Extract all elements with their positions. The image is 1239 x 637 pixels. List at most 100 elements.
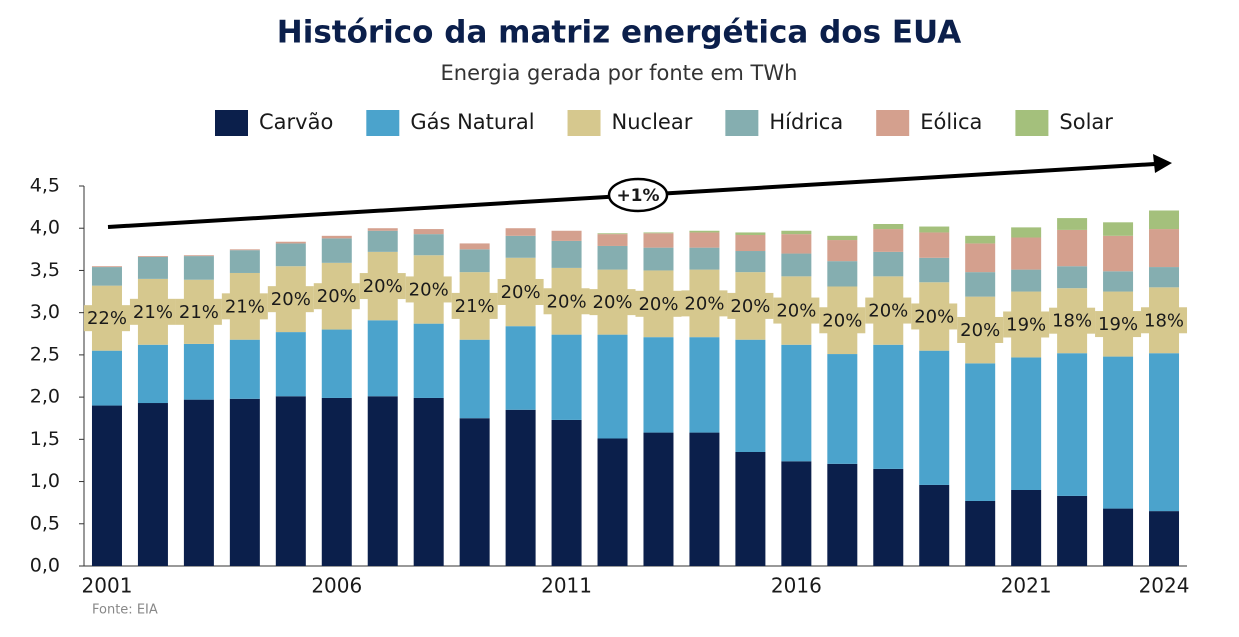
bar-segment [781, 234, 812, 254]
share-label-bg [267, 286, 314, 313]
chart-title: Histórico da matriz energética dos EUA [277, 15, 961, 51]
bar-segment [367, 320, 398, 397]
bar-segment [459, 249, 490, 273]
bar-segment [229, 398, 260, 566]
bar-segment [91, 266, 122, 268]
share-label-bg [773, 297, 820, 324]
bar-segment [1057, 495, 1088, 566]
share-label: 18% [1144, 310, 1184, 331]
arrow-head [1153, 154, 1172, 173]
legend-swatch [366, 110, 400, 136]
y-tick-label: 3,0 [30, 301, 60, 323]
bar-segment [643, 233, 674, 248]
y-tick-label: 2,0 [30, 386, 60, 408]
bar-segment [1103, 235, 1134, 272]
share-label: 20% [317, 286, 357, 307]
bar-segment [597, 438, 628, 566]
bar-segment [229, 339, 260, 399]
bar-segment [1149, 353, 1180, 512]
share-label: 20% [547, 291, 587, 312]
bar-segment [137, 344, 168, 404]
bar-segment [735, 251, 766, 273]
bar-segment [1057, 266, 1088, 289]
bar-segment [781, 461, 812, 566]
bar-segment [873, 229, 904, 252]
bar-segment [1011, 490, 1042, 566]
share-label: 22% [87, 308, 127, 329]
share-label-bg [957, 316, 1004, 343]
bar-segment [597, 233, 628, 235]
bar-segment [505, 409, 536, 566]
bar-segment [643, 247, 674, 271]
bar-segment [229, 249, 260, 251]
bar-segment [597, 334, 628, 439]
bar-segment [183, 399, 214, 566]
bar-segment [367, 396, 398, 566]
bar-segment [827, 235, 858, 241]
share-label: 20% [684, 293, 724, 314]
bar-segment [1011, 237, 1042, 270]
bar-segment [321, 235, 352, 239]
bar-segment [321, 329, 352, 398]
legend-swatch [1015, 110, 1049, 136]
legend-label: Gás Natural [410, 110, 534, 134]
share-label-bg [1049, 307, 1096, 334]
y-tick-label: 2,5 [30, 343, 60, 365]
share-label-bg [405, 276, 452, 303]
bar-segment [827, 463, 858, 566]
bar-segment [827, 354, 858, 464]
bar-segment [413, 234, 444, 256]
share-label-bg [635, 290, 682, 317]
bar-segment [1011, 357, 1042, 490]
legend-swatch [567, 110, 601, 136]
bar-segment [505, 228, 536, 236]
bar-segment [275, 243, 306, 267]
share-label: 20% [730, 296, 770, 317]
y-tick-label: 0,5 [30, 512, 60, 534]
bar-segment [919, 484, 950, 566]
share-label-bg [1141, 307, 1188, 334]
bar-segment [459, 243, 490, 250]
bar-segment [965, 243, 996, 273]
bar-segment [229, 250, 260, 273]
bar-segment [459, 339, 490, 419]
share-label: 19% [1098, 314, 1138, 335]
bar-segment [781, 344, 812, 462]
share-label: 20% [776, 301, 816, 322]
bar-segment [689, 337, 720, 433]
bar-segment [965, 500, 996, 566]
share-label-bg [727, 292, 774, 319]
bar-segment [689, 432, 720, 566]
bar-segment [91, 267, 122, 286]
legend-label: Hídrica [769, 110, 843, 134]
legend-label: Solar [1059, 110, 1113, 134]
bar-segment [781, 230, 812, 235]
share-label-bg [589, 289, 636, 316]
share-label: 20% [914, 306, 954, 327]
bar-segment [1057, 353, 1088, 496]
bar-segment [1149, 511, 1180, 566]
bar-segment [1011, 227, 1042, 238]
share-label: 21% [133, 302, 173, 323]
legend-swatch [215, 110, 248, 136]
share-label-bg [359, 273, 406, 300]
legend-swatch [725, 110, 759, 136]
bar-segment [505, 326, 536, 410]
bar-segment [873, 468, 904, 566]
bar-segment [827, 240, 858, 262]
trend-badge [607, 177, 669, 213]
bar-segment [137, 256, 168, 257]
share-label: 20% [868, 301, 908, 322]
bar-segment [919, 226, 950, 233]
bar-segment [367, 230, 398, 252]
share-label-bg [1003, 311, 1050, 338]
bar-segment [91, 405, 122, 566]
x-tick-label: 2021 [1001, 574, 1052, 598]
bar-segment [873, 224, 904, 230]
bar-segment [965, 272, 996, 297]
bar-segment [597, 234, 628, 246]
share-label: 20% [960, 320, 1000, 341]
y-tick-label: 4,0 [30, 217, 60, 239]
bar-segment [1057, 218, 1088, 230]
bar-segment [1149, 267, 1180, 288]
